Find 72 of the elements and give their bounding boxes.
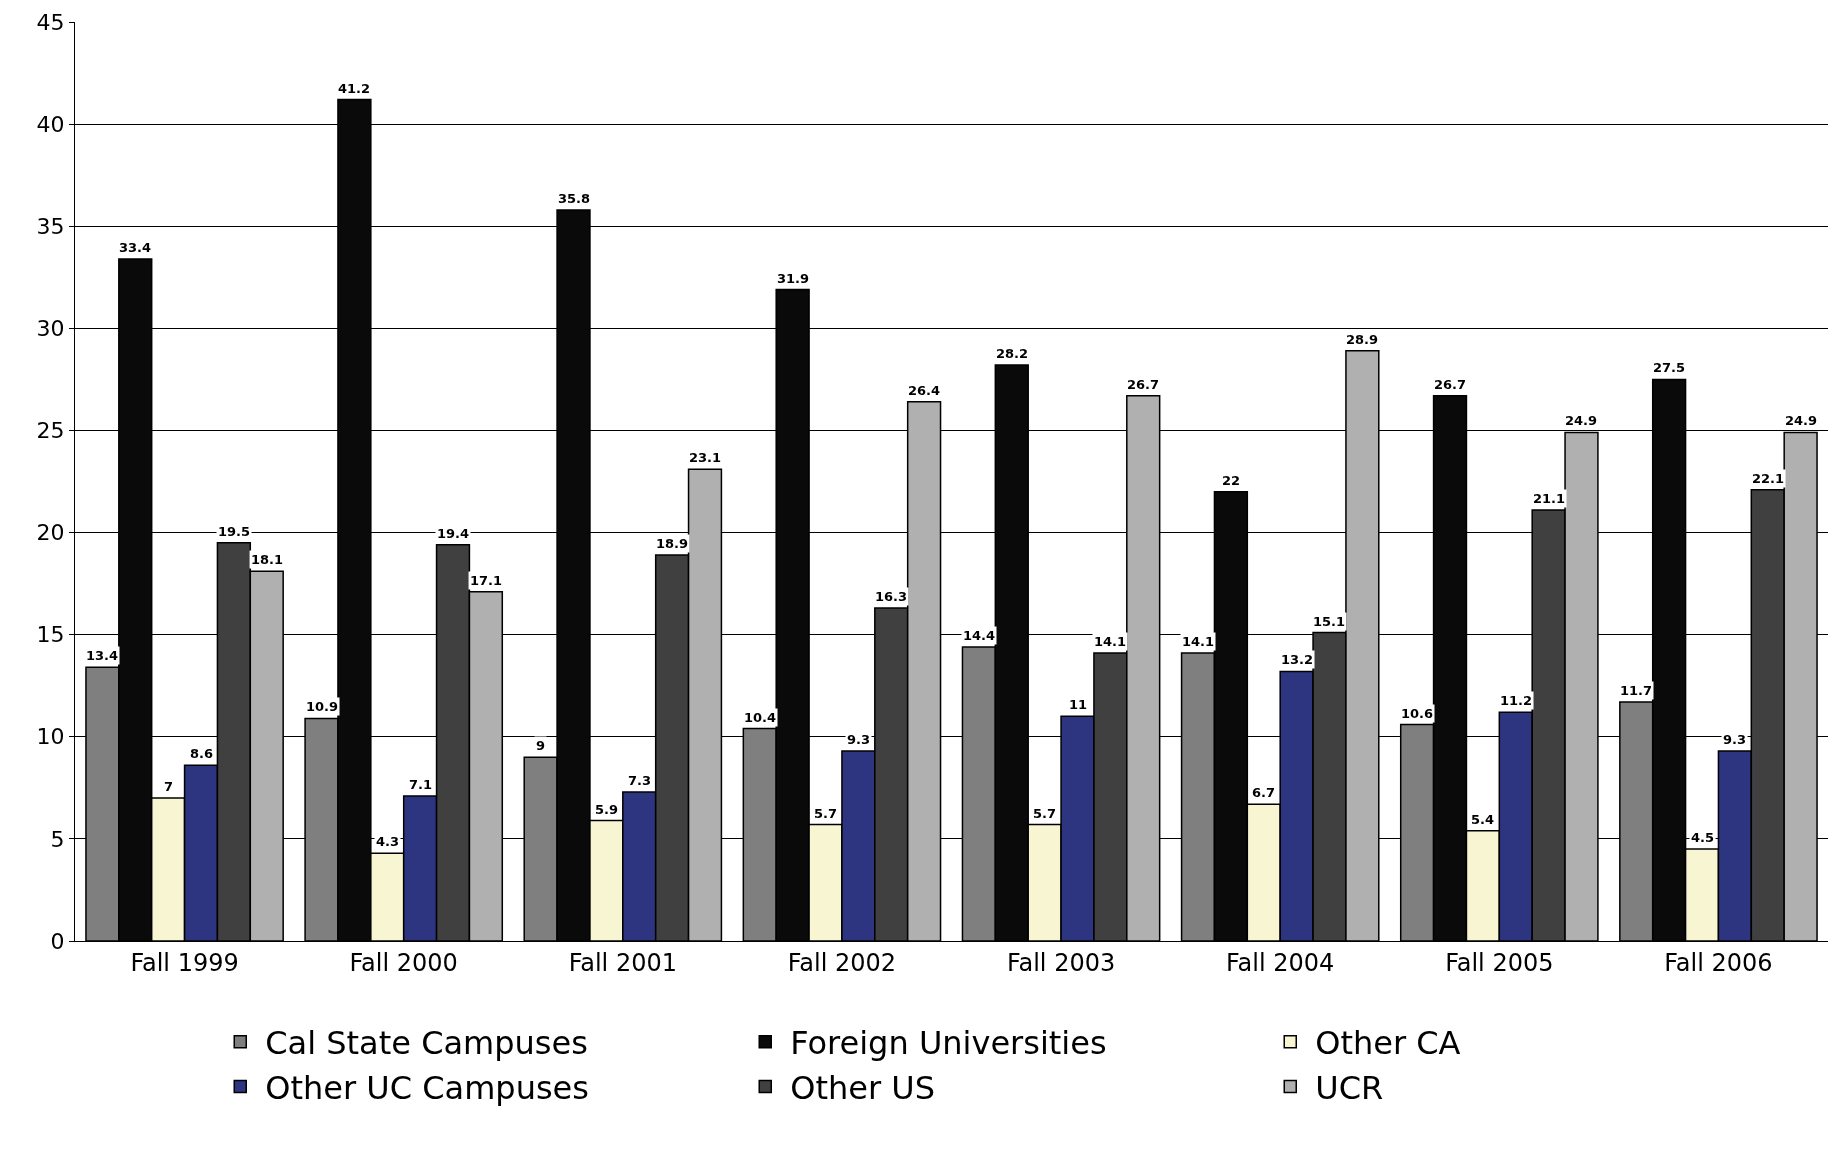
data-label: 11.7	[1620, 683, 1653, 698]
data-label: 10.4	[744, 710, 777, 725]
data-label: 22	[1222, 473, 1241, 488]
data-label: 5.9	[595, 802, 619, 817]
data-label: 23.1	[689, 450, 722, 465]
x-tick-label: Fall 2004	[1226, 948, 1335, 977]
data-label: 9.3	[1723, 732, 1747, 747]
data-label: 41.2	[338, 81, 371, 96]
data-label: 22.1	[1752, 471, 1785, 486]
data-label: 26.4	[908, 383, 941, 398]
y-tick-label: 15	[36, 622, 65, 648]
data-label: 27.5	[1653, 360, 1686, 375]
legend-label: Other US	[790, 1068, 936, 1107]
data-label: 19.5	[218, 524, 251, 539]
data-label: 18.1	[251, 552, 284, 567]
y-tick-label: 35	[36, 213, 65, 239]
data-label: 31.9	[777, 271, 810, 286]
x-tick-label: Fall 1999	[130, 948, 239, 977]
legend-label: Other CA	[1315, 1024, 1461, 1063]
data-label: 10.9	[306, 699, 339, 714]
data-label: 26.7	[1127, 377, 1160, 392]
x-tick-label: Fall 2001	[568, 948, 677, 977]
legend-label: UCR	[1315, 1068, 1384, 1107]
data-label: 13.2	[1281, 652, 1314, 667]
data-label: 14.1	[1094, 634, 1127, 649]
data-label: 4.5	[1691, 830, 1715, 845]
x-tick-label: Fall 2006	[1664, 948, 1773, 977]
data-label: 28.2	[996, 346, 1029, 361]
data-label: 18.9	[656, 536, 689, 551]
data-label: 24.9	[1565, 413, 1598, 428]
y-tick-label: 25	[36, 418, 65, 444]
y-tick-label: 30	[36, 316, 65, 342]
data-label: 7	[164, 779, 174, 794]
data-label: 24.9	[1785, 413, 1818, 428]
data-label: 4.3	[376, 834, 400, 849]
data-label: 7.3	[628, 773, 652, 788]
data-label: 10.6	[1401, 706, 1434, 721]
x-tick-label: Fall 2000	[349, 948, 458, 977]
y-tick-label: 40	[36, 111, 65, 137]
data-label: 5.7	[1033, 806, 1057, 821]
data-label: 14.4	[963, 628, 996, 643]
data-label: 21.1	[1533, 491, 1566, 506]
x-tick-label: Fall 2005	[1445, 948, 1554, 977]
data-label: 7.1	[409, 777, 433, 792]
data-label: 5.4	[1471, 812, 1495, 827]
y-tick-label: 45	[36, 9, 65, 35]
y-tick-label: 5	[50, 826, 65, 852]
data-label: 13.4	[86, 648, 119, 663]
data-label: 9.3	[847, 732, 871, 747]
data-label: 28.9	[1346, 332, 1379, 347]
data-label: 15.1	[1313, 614, 1346, 629]
data-label: 11	[1069, 697, 1088, 712]
y-tick-label: 20	[36, 520, 65, 546]
legend-label: Cal State Campuses	[265, 1024, 588, 1063]
legend-label: Other UC Campuses	[265, 1068, 589, 1107]
data-label: 17.1	[470, 573, 503, 588]
data-label: 9	[536, 738, 546, 753]
data-label: 19.4	[437, 526, 470, 541]
data-label: 26.7	[1434, 377, 1467, 392]
y-tick-label: 10	[36, 724, 65, 750]
data-label: 33.4	[119, 240, 152, 255]
data-label: 11.2	[1500, 693, 1533, 708]
data-label: 5.7	[814, 806, 838, 821]
data-label: 8.6	[190, 746, 214, 761]
legend-label: Foreign Universities	[790, 1024, 1107, 1063]
y-tick-label: 0	[50, 928, 65, 954]
data-label: 14.1	[1182, 634, 1215, 649]
x-tick-label: Fall 2002	[787, 948, 897, 977]
data-label: 35.8	[558, 191, 591, 206]
data-label: 16.3	[875, 589, 908, 604]
data-label: 6.7	[1252, 785, 1276, 800]
x-tick-label: Fall 2003	[1006, 948, 1116, 977]
